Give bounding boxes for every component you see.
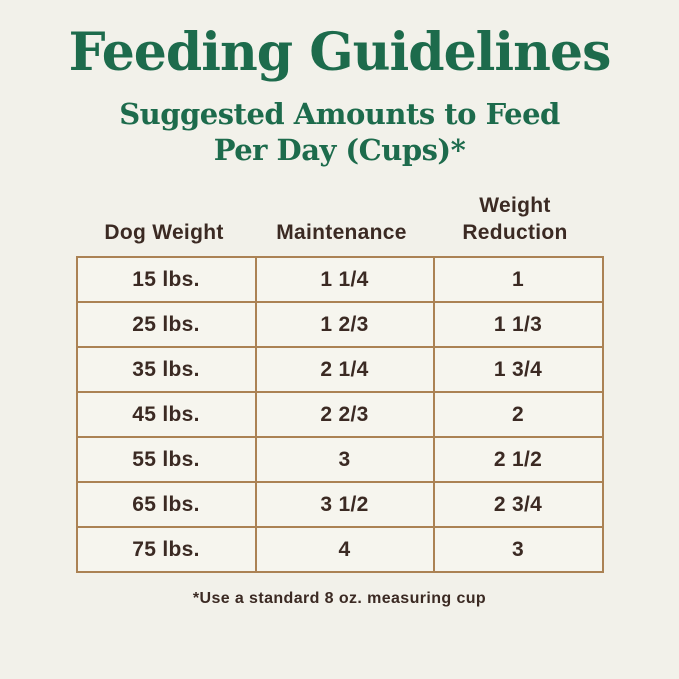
- table-cell-weight-reduction: 2 1/2: [432, 438, 602, 482]
- table-cell-maintenance: 3 1/2: [254, 483, 433, 527]
- table-cell-dog-weight: 45 lbs.: [132, 402, 200, 426]
- table-cell-maintenance: 1 2/3: [254, 303, 433, 347]
- table-row: 35 lbs. 2 1/4 1 3/4: [77, 346, 602, 392]
- table-cell-dog-weight: 15 lbs.: [132, 267, 200, 291]
- table-cell-weight-reduction: 1 3/4: [432, 348, 602, 392]
- column-header-weight-reduction-label: Weight Reduction: [462, 194, 568, 245]
- table-row: 45 lbs. 2 2/3 2: [77, 391, 602, 437]
- table-row: 55 lbs. 3 2 1/2: [77, 436, 602, 482]
- subtitle-line-2: Per Day (Cups)*: [213, 133, 466, 168]
- page-title: Feeding Guidelines: [68, 22, 612, 83]
- table-cell-maintenance: 1 1/4: [254, 258, 433, 302]
- table-row: 15 lbs. 1 1/4 1: [78, 258, 602, 302]
- table-row: 65 lbs. 3 1/2 2 3/4: [77, 481, 602, 527]
- table-cell-weight-reduction: 2: [432, 393, 602, 437]
- table-cell-dog-weight: 35 lbs.: [132, 357, 200, 381]
- subtitle-line-1: Suggested Amounts to Feed: [119, 97, 560, 132]
- table-cell-weight-reduction: 1 1/3: [432, 303, 602, 347]
- table-cell-weight-reduction: 2 3/4: [432, 483, 602, 527]
- table-cell-maintenance: 2 2/3: [254, 393, 433, 437]
- measuring-cup-footnote: *Use a standard 8 oz. measuring cup: [192, 590, 487, 608]
- table-cell-dog-weight: 25 lbs.: [132, 312, 200, 336]
- column-header-maintenance: Maintenance: [276, 221, 407, 245]
- table-cell-weight-reduction: 3: [432, 528, 602, 572]
- column-header-dog-weight: Dog Weight: [104, 221, 224, 245]
- table-cell-dog-weight: 55 lbs.: [132, 447, 200, 471]
- table-row: 25 lbs. 1 2/3 1 1/3: [77, 301, 602, 347]
- table-header-row: Dog Weight Maintenance Weight Reduction: [76, 193, 604, 256]
- column-header-weight-reduction: Weight Reduction: [431, 193, 600, 256]
- table-cell-maintenance: 4: [254, 528, 433, 572]
- table-cell-weight-reduction: 1: [432, 258, 602, 302]
- page-subtitle: Suggested Amounts to Feed Per Day (Cups)…: [0, 97, 679, 169]
- feeding-table-section: Dog Weight Maintenance Weight Reduction …: [75, 193, 604, 574]
- table-cell-dog-weight: 75 lbs.: [132, 537, 200, 561]
- feeding-table: 15 lbs. 1 1/4 1 25 lbs. 1 2/3 1 1/3 35 l…: [75, 256, 604, 574]
- table-cell-dog-weight: 65 lbs.: [132, 492, 200, 516]
- table-row: 75 lbs. 4 3: [77, 526, 602, 572]
- table-cell-maintenance: 3: [254, 438, 433, 482]
- table-cell-maintenance: 2 1/4: [254, 348, 433, 392]
